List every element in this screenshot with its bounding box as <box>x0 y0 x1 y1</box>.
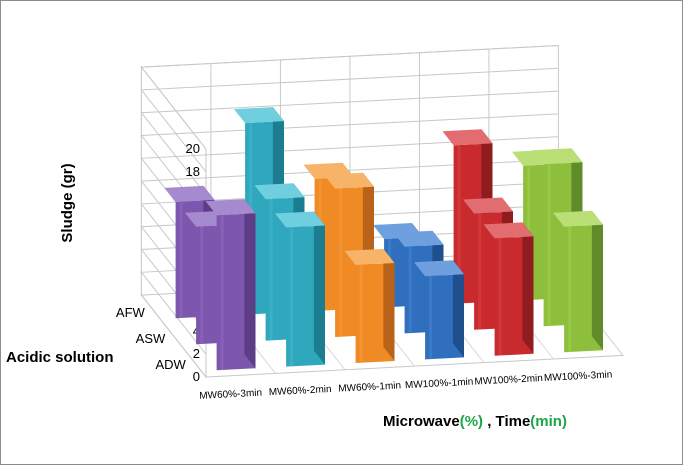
bar-top-face <box>275 211 325 228</box>
bar-top-face <box>205 199 256 216</box>
depth-category-label: ADW <box>155 357 186 372</box>
bar-top-face <box>553 210 603 227</box>
bar-MW60%-3min-ADW <box>205 199 256 371</box>
bar-MW100%-2min-ADW <box>483 222 534 356</box>
x-axis-label-unit-percent: (%) <box>460 413 483 430</box>
x-category-label: MW60%-1min <box>338 380 401 394</box>
x-category-label: MW100%-1min <box>405 377 474 392</box>
depth-category-label: ASW <box>136 331 166 346</box>
bar-side-face <box>522 222 534 354</box>
bar-MW60%-1min-ADW <box>344 248 395 363</box>
bar-top-face <box>532 148 583 165</box>
bar-top-face <box>234 107 284 124</box>
bar-side-face <box>244 199 256 369</box>
depth-category-label: AFW <box>116 305 146 320</box>
y-tick-label: 18 <box>186 164 200 179</box>
depth-category-labels: AFW ASW ADW <box>116 305 187 372</box>
bar-top-face <box>483 222 534 239</box>
y-tick-label: 20 <box>186 141 200 156</box>
y-tick-label: 0 <box>193 369 200 384</box>
x-axis-label-separator: , <box>483 413 496 430</box>
bar-side-face <box>591 210 603 351</box>
bar-top-face <box>344 248 395 265</box>
x-axis-label: Microwave(%) , Time(min) <box>383 413 567 430</box>
bar-top-face <box>463 197 513 214</box>
bar-top-face <box>324 172 374 189</box>
chart-bars <box>164 107 603 371</box>
bar-top-face <box>254 183 305 200</box>
bar-top-face <box>393 230 444 247</box>
bar-MW60%-2min-ADW <box>275 211 325 367</box>
x-category-label: MW60%-2min <box>269 384 332 398</box>
x-category-label: MW100%-3min <box>544 369 613 384</box>
x-axis-label-time: Time <box>496 413 531 430</box>
x-category-labels: MW60%-3min MW60%-2min MW60%-1min MW100%-1mi… <box>199 369 613 401</box>
bar-side-face <box>383 248 395 361</box>
bar-top-face <box>414 260 464 277</box>
bar-side-face <box>313 211 325 365</box>
bar-MW100%-3min-ADW <box>553 210 603 353</box>
x-axis-label-unit-min: (min) <box>530 413 567 430</box>
bar-top-face <box>164 185 215 202</box>
bar-top-face <box>442 129 493 146</box>
x-category-label: MW100%-2min <box>474 373 543 388</box>
bar-side-face <box>452 260 464 358</box>
y-tick-label: 2 <box>193 346 200 361</box>
x-axis-label-quantity: Microwave <box>383 413 460 430</box>
bar-MW100%-1min-ADW <box>414 260 464 360</box>
depth-axis-label: Acidic solution <box>6 349 114 366</box>
y-axis-label: Sludge (gr) <box>59 163 76 242</box>
x-category-label: MW60%-3min <box>199 388 262 402</box>
